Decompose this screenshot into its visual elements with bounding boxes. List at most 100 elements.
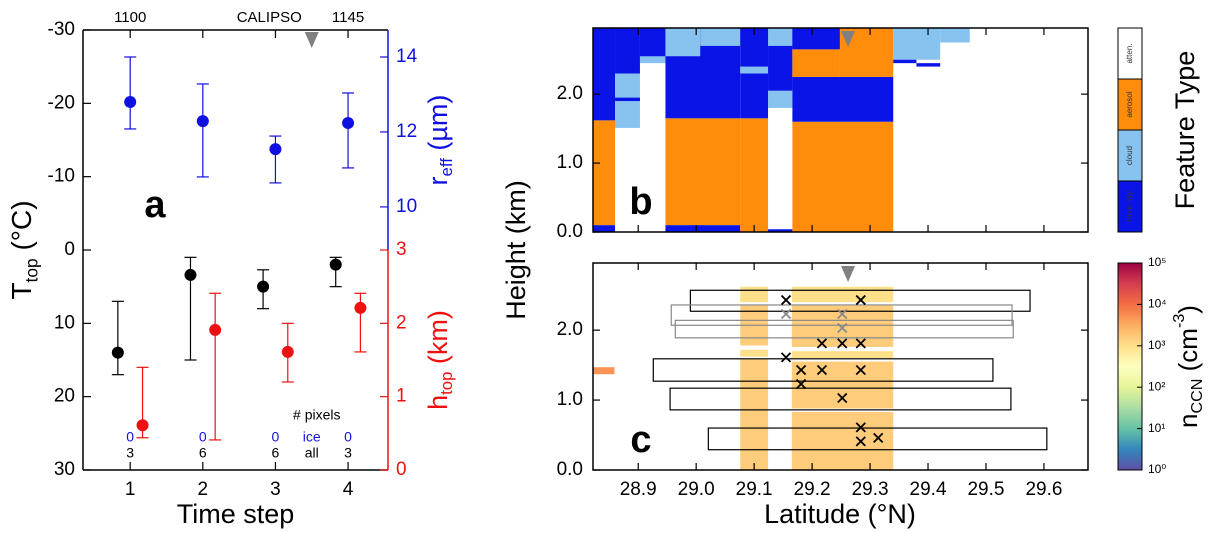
point: [111, 346, 124, 359]
cross: [795, 364, 807, 376]
overpass-label: CALIPSO: [237, 9, 302, 26]
point: [196, 115, 209, 128]
x-tick-label: 29.4: [910, 479, 947, 500]
ccn-cell: [740, 286, 769, 303]
x-tick-label: 29.1: [736, 479, 773, 500]
feature-cell: [665, 28, 701, 57]
footprint-box: [689, 289, 1031, 312]
feature-cell: [665, 118, 741, 226]
y-tick-label: 30: [54, 459, 75, 480]
feature-cell: [916, 63, 941, 67]
feature-cell: [593, 120, 616, 226]
label-part: eff: [438, 158, 457, 177]
x-axis-label: Time step: [177, 499, 295, 529]
feature-cell: [665, 225, 741, 232]
ice-label: ice: [303, 429, 321, 445]
ccn-cell: [791, 286, 894, 303]
label-part: T: [6, 282, 37, 299]
cross: [780, 308, 792, 320]
y-tick-label: -10: [48, 166, 75, 187]
top-label: 1100: [114, 9, 146, 26]
all-count: 3: [126, 445, 134, 461]
feature-cell: [593, 28, 616, 121]
footprint-box: [670, 304, 1013, 326]
feature-cell: [768, 90, 793, 108]
panel-label: b: [629, 181, 652, 223]
top-label: 1145: [332, 9, 364, 26]
label-part: ): [1173, 305, 1203, 314]
point: [209, 323, 222, 336]
colorbar-tick-label: 10⁰: [1148, 462, 1166, 476]
colorbar-category: aerosol: [1125, 91, 1134, 117]
ccn-cells: [593, 286, 894, 470]
label-part: top: [21, 258, 41, 282]
colorbar-label: nCCN (cm-3): [1170, 305, 1206, 428]
y-axis-label: Height (km): [501, 180, 531, 320]
x-tick-label: 2: [198, 479, 209, 500]
feature-cell: [792, 121, 894, 232]
cross: [780, 352, 792, 363]
ccn-cell: [593, 367, 615, 375]
x-tick-label: 29.0: [678, 479, 715, 500]
colorbar-category: cloud: [1125, 146, 1134, 165]
x-tick-label: 28.9: [620, 479, 657, 500]
cross: [837, 392, 848, 404]
y-tick-label: 10: [54, 312, 75, 333]
point: [329, 258, 342, 271]
colorbar-title: Feature Type: [1170, 51, 1200, 210]
colorbar-tick-label: 10³: [1148, 338, 1165, 352]
footprint-box: [674, 319, 1014, 339]
ccn-cell: [791, 411, 894, 470]
x-tick-label: 4: [343, 479, 354, 500]
feature-cell: [792, 76, 894, 122]
y3-axis-label: htop (km): [423, 310, 456, 410]
feature-cell: [740, 66, 769, 74]
feature-cell: [940, 28, 970, 43]
panel-label: c: [630, 419, 651, 461]
label-part: n: [1173, 413, 1203, 427]
cross: [795, 378, 807, 390]
point: [124, 95, 137, 108]
y3-tick-label: 3: [396, 239, 407, 260]
cross: [855, 436, 866, 447]
mask-cells: [593, 28, 970, 232]
x-tick-label: 29.2: [794, 479, 831, 500]
cross: [855, 294, 866, 306]
label-part: r: [423, 176, 453, 185]
cross: [837, 322, 848, 334]
feature-cell: [740, 118, 769, 232]
footprint-box: [707, 427, 1048, 451]
point: [257, 280, 270, 293]
ccn-cell: [740, 359, 769, 470]
x-tick-label: 29.6: [1025, 479, 1062, 500]
point: [136, 419, 149, 432]
point: [342, 116, 355, 129]
y2-tick-label: 10: [396, 196, 417, 217]
y-axis-label: Ttop (°C): [6, 200, 41, 299]
y-tick-label: -30: [48, 19, 75, 40]
y3-tick-label: 1: [396, 386, 407, 407]
label-part: top: [438, 372, 457, 395]
y-tick-label: 1.0: [557, 152, 583, 173]
label-part: -3: [1170, 314, 1188, 328]
cross: [816, 364, 828, 376]
feature-cell: [792, 49, 840, 77]
y-tick-label: 0.0: [557, 459, 583, 480]
ice-count: 0: [199, 429, 207, 445]
ccn-cell: [740, 349, 769, 357]
feature-cell: [593, 225, 616, 232]
plot-frame: [592, 262, 1089, 471]
colorbar-tick-label: 10⁴: [1148, 297, 1167, 311]
y3-tick-label: 2: [396, 312, 407, 333]
feature-cell: [893, 28, 941, 60]
footprint-box: [669, 387, 1012, 411]
feature-cell: [615, 97, 640, 102]
ice-count: 0: [126, 429, 134, 445]
y2-tick-label: 14: [396, 46, 418, 67]
feature-cell: [615, 28, 640, 74]
y-tick-label: 1.0: [557, 389, 583, 410]
colorbar-tick-label: 10²: [1148, 379, 1165, 393]
colorbar-category: clear sky: [1125, 191, 1134, 223]
overpass-marker: [304, 32, 319, 48]
label-part: (°C): [6, 200, 37, 258]
